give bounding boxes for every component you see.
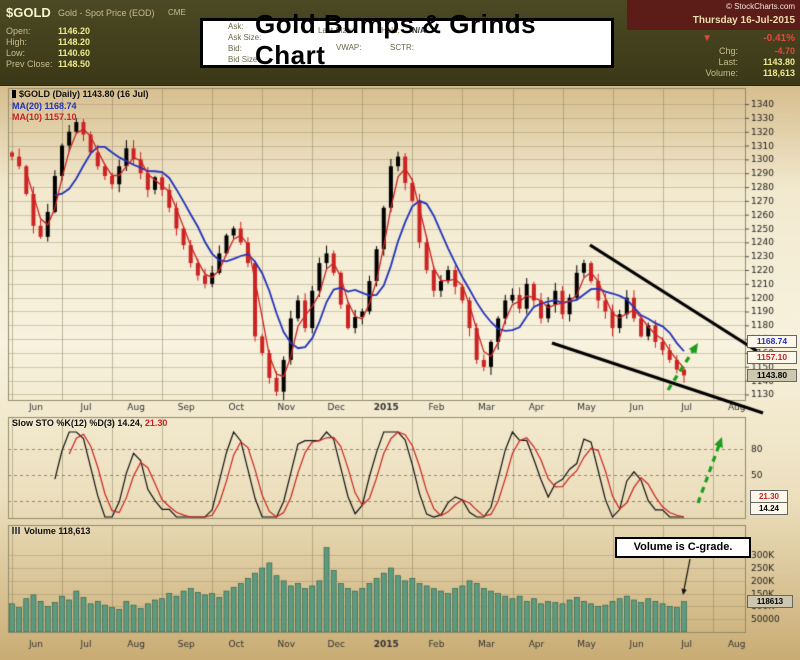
open-label: Open:	[6, 26, 31, 36]
high-label: High:	[6, 37, 28, 47]
volume-value-chip: 118613	[747, 595, 793, 608]
chg-value: -4.70	[774, 46, 795, 56]
ma10-legend: MA(10) 1157.10	[12, 112, 77, 122]
title-annotation-box	[200, 18, 614, 68]
exchange-label: CME	[168, 8, 186, 17]
price-legend: $GOLD (Daily) 1143.80 (16 Jul)	[12, 89, 149, 99]
held-value: N/A	[412, 26, 426, 35]
down-arrow-icon: ▼	[702, 33, 712, 44]
last-price-chip: 1143.80	[747, 369, 797, 382]
pct-change: -0.41%	[763, 33, 795, 44]
volume-legend: Volume 118,613	[12, 526, 90, 536]
low-label: Low:	[6, 48, 26, 58]
ask-size-label: Ask Size:	[228, 33, 262, 42]
prev-close-value: 1148.50	[58, 59, 91, 69]
bid-size-label: Bid Size:	[228, 55, 260, 64]
chg-label: Chg:	[718, 46, 738, 56]
candlestick-icon	[12, 90, 16, 98]
date-strip	[627, 0, 800, 30]
ma10-price-chip: 1157.10	[747, 351, 797, 364]
ticker-description: Gold - Spot Price (EOD)	[58, 8, 155, 18]
volume-label: Volume:	[705, 68, 738, 78]
last-size-label: Last Size:	[318, 26, 354, 35]
sctr-label: SCTR:	[390, 43, 414, 52]
ma20-legend: MA(20) 1168.74	[12, 101, 77, 111]
held-label: Held:	[381, 26, 400, 35]
bid-label: Bid:	[228, 44, 242, 53]
volume-note: Volume is C-grade.	[615, 537, 751, 558]
sto-d-value: 21.30	[144, 418, 168, 428]
last-label: Last:	[718, 57, 738, 67]
stochastic-legend: Slow STO %K(12) %D(3) 14.24, 21.30	[12, 418, 168, 428]
header: $GOLD Gold - Spot Price (EOD) CME Open: …	[0, 0, 800, 86]
chart-date: Thursday 16-Jul-2015	[692, 15, 795, 26]
last-value: 1143.80	[762, 57, 795, 67]
copyright: © StockCharts.com	[725, 2, 795, 11]
vwap-label: VWAP:	[336, 43, 362, 52]
ma20-price-chip: 1168.74	[747, 335, 797, 348]
low-value: 1140.60	[58, 48, 91, 58]
volume-bars-icon	[12, 527, 21, 534]
ticker-symbol: $GOLD	[6, 5, 51, 20]
chart-title: Gold Bumps & Grinds Chart	[255, 9, 537, 70]
sto-k-chip: 14.24	[750, 502, 788, 515]
ask-label: Ask:	[228, 22, 244, 31]
volume-value: 118,613	[762, 68, 795, 78]
open-value: 1146.20	[58, 26, 91, 36]
prev-close-label: Prev Close:	[6, 59, 53, 69]
chart-canvas	[0, 85, 800, 660]
high-value: 1148.20	[58, 37, 91, 47]
